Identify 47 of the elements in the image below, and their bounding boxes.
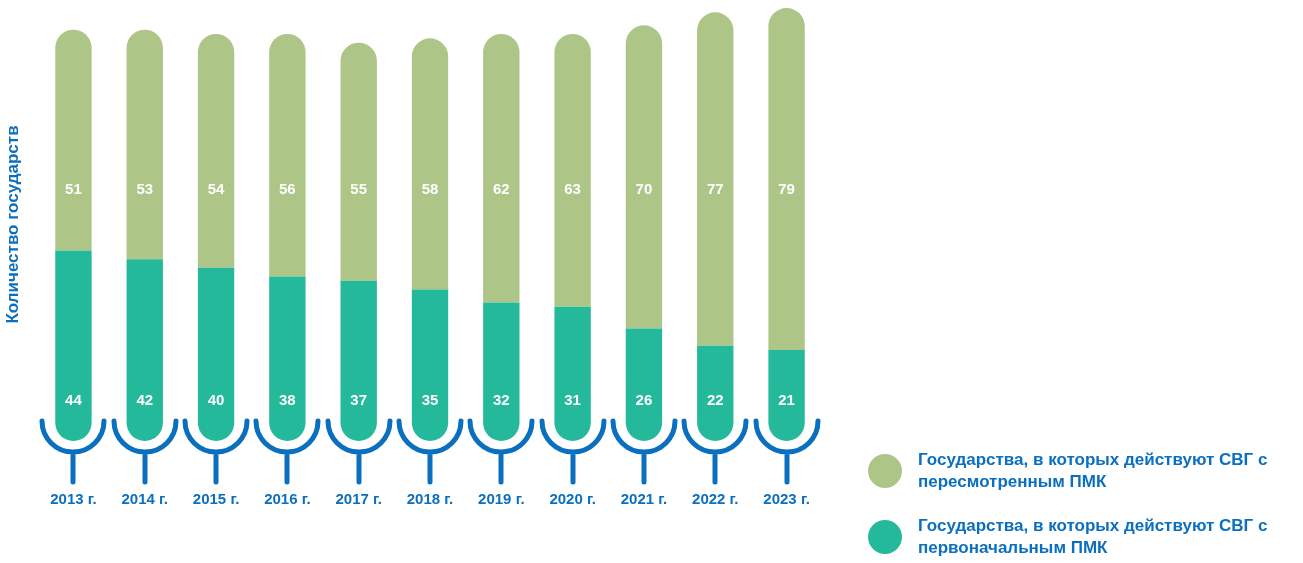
bar — [697, 12, 734, 346]
data-label: 70 — [635, 180, 653, 198]
legend-label: Государства, в которых действуют СВГ с первоначальным ПМК — [918, 515, 1269, 559]
bar — [269, 33, 306, 277]
data-label: 35 — [421, 391, 439, 409]
bar — [554, 33, 591, 307]
bar — [126, 29, 163, 260]
data-label: 58 — [421, 180, 439, 198]
data-label: 53 — [136, 180, 154, 198]
bar — [340, 42, 377, 281]
bar — [411, 38, 449, 290]
x-tick-label: 2018 г. — [406, 490, 454, 508]
data-label: 32 — [492, 391, 510, 409]
x-tick-label: 2023 г. — [763, 490, 810, 508]
x-tick-label: 2019 г. — [478, 490, 525, 508]
bar — [55, 29, 92, 251]
data-label: 56 — [279, 180, 296, 198]
data-label: 44 — [65, 391, 83, 409]
data-label: 40 — [207, 391, 225, 409]
x-tick-label: 2017 г. — [335, 490, 382, 508]
data-label: 63 — [564, 180, 581, 198]
data-label: 38 — [279, 391, 296, 409]
data-label: 37 — [350, 391, 368, 409]
data-label: 79 — [778, 180, 795, 198]
data-label: 62 — [492, 180, 510, 198]
bar — [625, 25, 663, 329]
data-label: 42 — [136, 391, 154, 409]
data-label: 26 — [635, 391, 653, 409]
x-tick-label: 2015 г. — [192, 490, 240, 508]
x-tick-label: 2022 г. — [692, 490, 739, 508]
data-label: 22 — [706, 391, 724, 409]
data-label: 21 — [778, 391, 795, 409]
data-label: 51 — [65, 180, 82, 198]
data-label: 55 — [350, 180, 368, 198]
x-tick-label: 2013 г. — [50, 490, 97, 508]
bar — [768, 8, 805, 351]
legend-label: Государства, в которых действуют СВГ с пересмотренным ПМК — [918, 449, 1269, 493]
bar — [483, 33, 520, 303]
bar — [197, 33, 235, 268]
data-label: 31 — [564, 391, 581, 409]
x-tick-label: 2014 г. — [121, 490, 168, 508]
data-label: 77 — [706, 180, 724, 198]
data-label: 54 — [207, 180, 226, 198]
x-tick-label: 2021 г. — [620, 490, 668, 508]
y-axis-title: Количество государств — [3, 125, 23, 324]
x-tick-label: 2020 г. — [549, 490, 596, 508]
x-tick-label: 2016 г. — [264, 490, 311, 508]
